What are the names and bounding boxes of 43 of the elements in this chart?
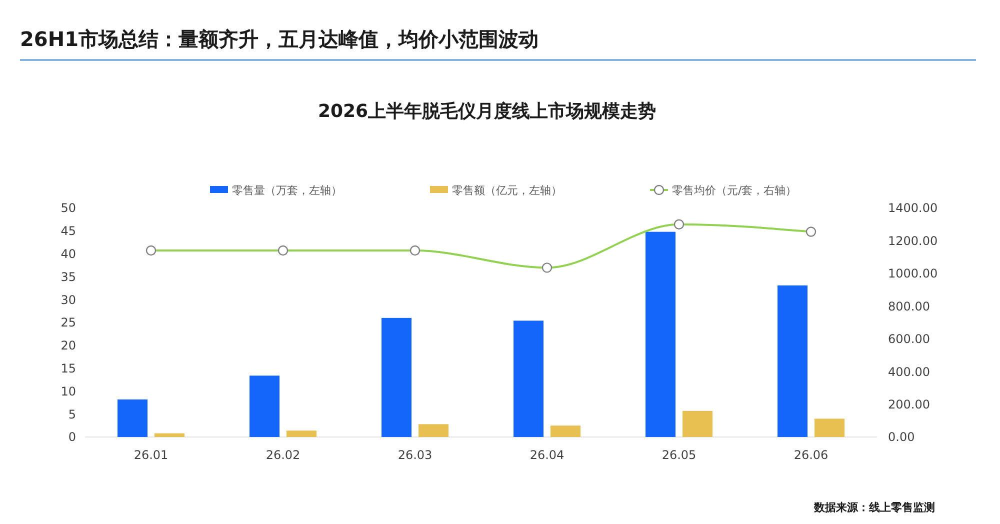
y-tick-label: 40 bbox=[60, 247, 76, 261]
x-tick-label: 26.03 bbox=[398, 448, 432, 462]
y-tick-label: 50 bbox=[60, 201, 76, 216]
bar bbox=[646, 232, 676, 437]
y-tick-label: 25 bbox=[60, 316, 76, 330]
bar bbox=[814, 418, 844, 437]
x-tick-label: 26.05 bbox=[662, 448, 696, 462]
source-note: 数据来源：线上零售监测 bbox=[813, 501, 935, 514]
y2-tick-label: 600.00 bbox=[888, 332, 930, 346]
bar bbox=[286, 430, 316, 437]
y-tick-label: 10 bbox=[60, 384, 76, 398]
x-tick-label: 26.01 bbox=[134, 448, 168, 462]
legend-label: 零售额（亿元，左轴） bbox=[452, 184, 562, 197]
legend-label: 零售量（万套，左轴） bbox=[232, 184, 342, 197]
bar bbox=[778, 285, 808, 437]
y-tick-label: 45 bbox=[60, 224, 76, 238]
bar bbox=[682, 410, 712, 437]
y2-tick-label: 400.00 bbox=[888, 364, 930, 379]
y2-tick-label: 0.00 bbox=[888, 430, 915, 444]
y2-tick-label: 800.00 bbox=[888, 299, 930, 314]
bar bbox=[514, 320, 544, 437]
y2-tick-label: 1000.00 bbox=[888, 266, 938, 281]
x-tick-label: 26.02 bbox=[266, 448, 300, 462]
bar bbox=[382, 318, 412, 437]
legend-label: 零售均价（元/套，右轴） bbox=[672, 184, 797, 197]
x-tick-label: 26.06 bbox=[794, 448, 828, 462]
y-tick-label: 30 bbox=[60, 292, 76, 307]
y2-tick-label: 1200.00 bbox=[888, 234, 938, 248]
y-tick-label: 5 bbox=[68, 407, 76, 422]
y-tick-label: 0 bbox=[68, 430, 76, 444]
bar bbox=[118, 399, 148, 437]
bar bbox=[154, 433, 184, 437]
bar bbox=[418, 424, 448, 437]
x-tick-label: 26.04 bbox=[530, 448, 564, 462]
bar bbox=[250, 376, 280, 437]
bar bbox=[550, 426, 580, 437]
y-tick-label: 15 bbox=[60, 362, 76, 376]
chart-subtitle: 2026上半年脱毛仪月度线上市场规模走势 bbox=[318, 101, 656, 122]
y-tick-label: 20 bbox=[60, 338, 76, 353]
chart-title: 26H1市场总结：量额齐升，五月达峰值，均价小范围波动 bbox=[20, 27, 538, 51]
y2-tick-label: 1400.00 bbox=[888, 201, 938, 216]
y2-tick-label: 200.00 bbox=[888, 397, 930, 412]
y-tick-label: 35 bbox=[60, 270, 76, 284]
